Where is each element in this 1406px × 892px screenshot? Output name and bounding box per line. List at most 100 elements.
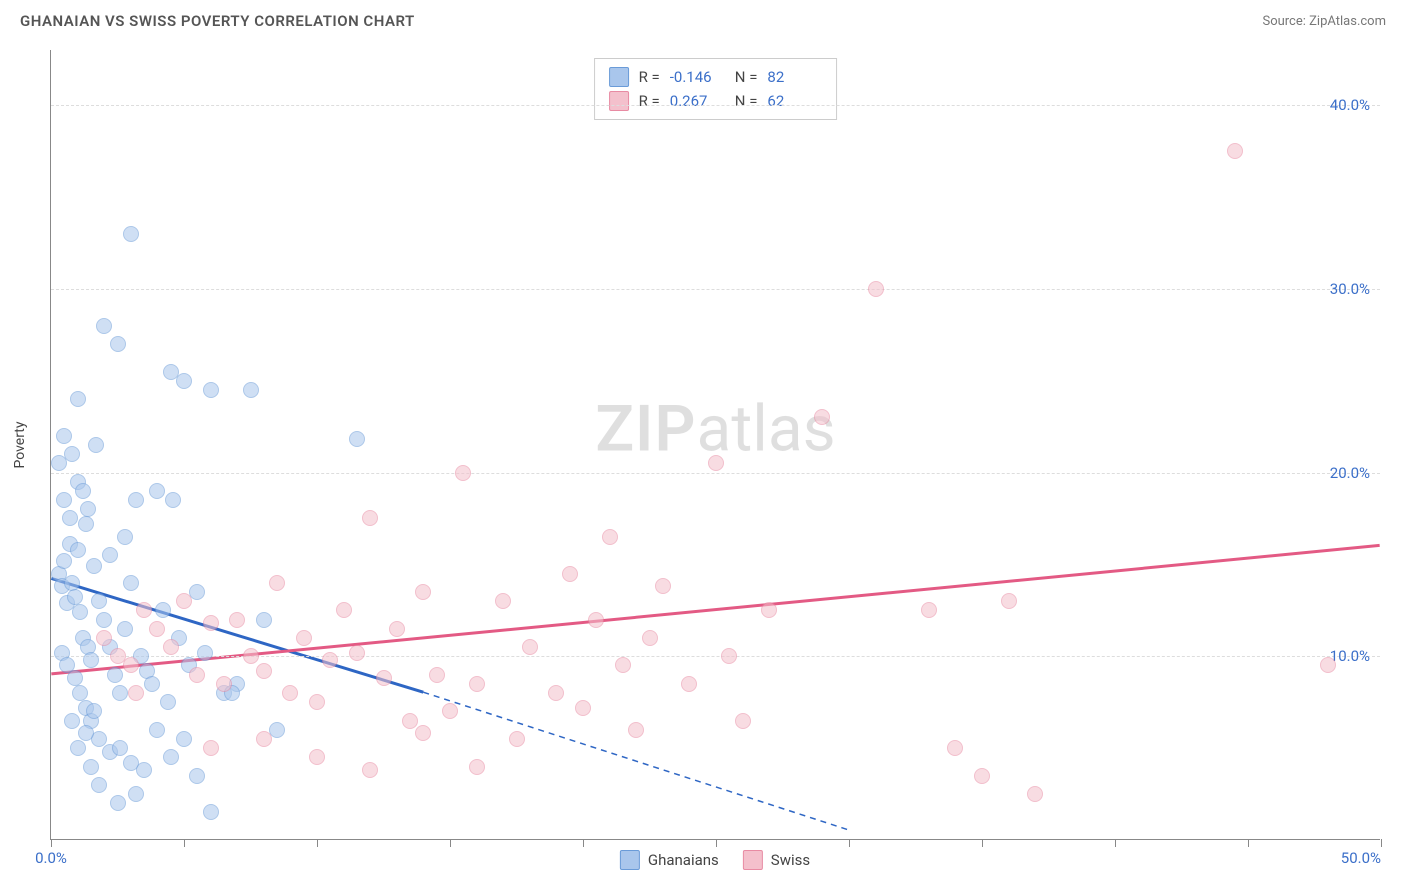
scatter-point xyxy=(88,437,104,453)
scatter-point xyxy=(64,575,80,591)
scatter-point xyxy=(974,768,990,784)
scatter-point xyxy=(70,391,86,407)
scatter-point xyxy=(70,740,86,756)
scatter-point xyxy=(415,584,431,600)
scatter-point xyxy=(117,529,133,545)
scatter-point xyxy=(110,795,126,811)
stat-n-value: 82 xyxy=(767,68,822,86)
scatter-point xyxy=(72,685,88,701)
scatter-point xyxy=(112,685,128,701)
stat-n-value: 62 xyxy=(767,92,822,110)
scatter-point xyxy=(128,685,144,701)
scatter-point xyxy=(51,455,67,471)
y-tick-label: 10.0% xyxy=(1330,647,1370,665)
scatter-point xyxy=(269,722,285,738)
scatter-point xyxy=(80,501,96,517)
scatter-point xyxy=(149,722,165,738)
scatter-point xyxy=(197,645,213,661)
scatter-point xyxy=(75,483,91,499)
x-tick xyxy=(583,839,584,847)
scatter-point xyxy=(67,670,83,686)
scatter-point xyxy=(469,676,485,692)
x-tick xyxy=(716,839,717,847)
scatter-point xyxy=(117,621,133,637)
scatter-point xyxy=(62,510,78,526)
scatter-point xyxy=(149,483,165,499)
x-tick-label: 0.0% xyxy=(35,849,67,867)
x-tick xyxy=(317,839,318,847)
scatter-point xyxy=(176,731,192,747)
scatter-point xyxy=(203,740,219,756)
scatter-point xyxy=(203,382,219,398)
scatter-point xyxy=(56,492,72,508)
stat-r-label: R = xyxy=(639,68,660,86)
scatter-point xyxy=(429,667,445,683)
scatter-point xyxy=(336,602,352,618)
scatter-point xyxy=(309,694,325,710)
scatter-point xyxy=(83,652,99,668)
scatter-point xyxy=(495,593,511,609)
x-tick xyxy=(51,839,52,847)
y-tick-label: 30.0% xyxy=(1330,280,1370,298)
source-label: Source: ZipAtlas.com xyxy=(1262,14,1386,29)
x-tick xyxy=(1115,839,1116,847)
scatter-point xyxy=(548,685,564,701)
x-tick xyxy=(1381,839,1382,847)
scatter-point xyxy=(72,604,88,620)
stat-r-label: R = xyxy=(639,92,660,110)
scatter-point xyxy=(78,516,94,532)
stat-n-label: N = xyxy=(735,92,758,110)
scatter-point xyxy=(681,676,697,692)
scatter-point xyxy=(1001,593,1017,609)
legend-swatch xyxy=(620,850,640,870)
legend-item: Ghanaians xyxy=(620,850,719,870)
scatter-point xyxy=(123,226,139,242)
scatter-point xyxy=(163,364,179,380)
grid-line xyxy=(51,473,1380,474)
scatter-point xyxy=(70,542,86,558)
scatter-point xyxy=(144,676,160,692)
scatter-point xyxy=(163,749,179,765)
legend-item: Swiss xyxy=(743,850,810,870)
scatter-point xyxy=(56,553,72,569)
scatter-point xyxy=(189,667,205,683)
header: GHANAIAN VS SWISS POVERTY CORRELATION CH… xyxy=(0,0,1406,38)
plot-area: ZIPatlas R =-0.146N =82R =0.267N =62 10.… xyxy=(50,50,1380,840)
scatter-point xyxy=(102,547,118,563)
stat-n-label: N = xyxy=(735,68,758,86)
scatter-point xyxy=(83,759,99,775)
scatter-point xyxy=(86,558,102,574)
scatter-point xyxy=(1027,786,1043,802)
grid-line xyxy=(51,105,1380,106)
scatter-point xyxy=(1227,143,1243,159)
scatter-point xyxy=(128,786,144,802)
scatter-point xyxy=(123,575,139,591)
stats-box: R =-0.146N =82R =0.267N =62 xyxy=(594,58,838,120)
scatter-point xyxy=(189,584,205,600)
scatter-point xyxy=(628,722,644,738)
scatter-point xyxy=(1320,657,1336,673)
scatter-point xyxy=(123,657,139,673)
scatter-point xyxy=(562,566,578,582)
trend-lines xyxy=(51,50,1380,839)
scatter-point xyxy=(947,740,963,756)
scatter-point xyxy=(655,578,671,594)
scatter-point xyxy=(189,768,205,784)
scatter-point xyxy=(165,492,181,508)
scatter-point xyxy=(149,621,165,637)
scatter-point xyxy=(243,382,259,398)
scatter-point xyxy=(814,409,830,425)
scatter-point xyxy=(86,703,102,719)
scatter-point xyxy=(615,657,631,673)
scatter-point xyxy=(91,777,107,793)
scatter-point xyxy=(64,446,80,462)
chart-container: Poverty ZIPatlas R =-0.146N =82R =0.267N… xyxy=(50,50,1380,840)
stat-r-value: -0.146 xyxy=(670,68,725,86)
scatter-point xyxy=(163,639,179,655)
scatter-point xyxy=(112,740,128,756)
x-tick xyxy=(450,839,451,847)
grid-line xyxy=(51,289,1380,290)
x-tick xyxy=(849,839,850,847)
scatter-point xyxy=(921,602,937,618)
scatter-point xyxy=(160,694,176,710)
